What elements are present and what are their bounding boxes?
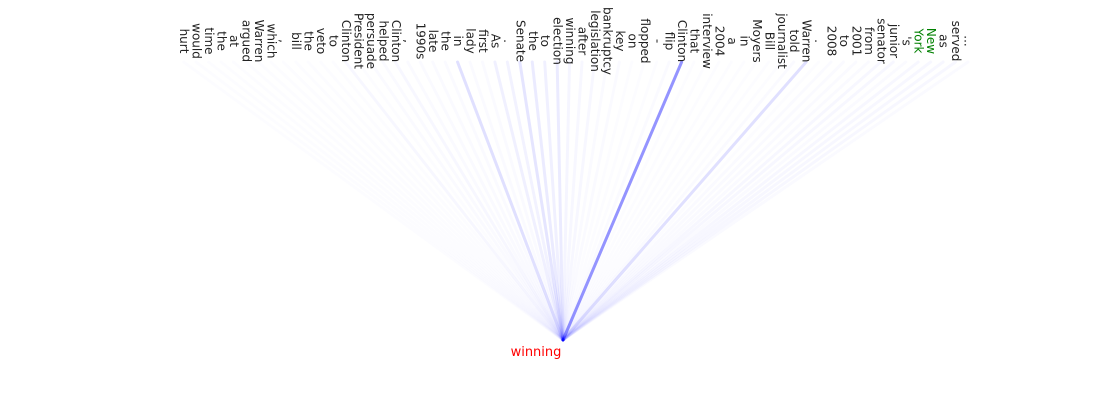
attention-lines (433, 60, 808, 342)
token: hurt (177, 29, 191, 54)
attention-line (456, 60, 565, 342)
token-labels: ...servedasNewYork'sjuniorsenatorfrom200… (177, 7, 975, 75)
token: , (277, 39, 291, 43)
token: legislation (588, 10, 602, 72)
token: argued (239, 20, 253, 62)
token: that (688, 29, 702, 54)
token: as (937, 34, 951, 48)
token: to (837, 35, 851, 47)
token: the (302, 31, 316, 51)
token: lady (464, 28, 478, 53)
token: late (426, 30, 440, 53)
attention-line (543, 60, 565, 342)
attention-line (561, 60, 572, 342)
token: bill (289, 32, 303, 50)
token: journalist (775, 12, 789, 69)
attention-line (530, 60, 565, 342)
token: election (551, 17, 565, 65)
token: winning (563, 18, 577, 65)
token: first (476, 29, 490, 53)
token: York (912, 28, 926, 54)
token: junior (887, 23, 901, 58)
token: . (812, 39, 826, 43)
token: on (625, 34, 639, 49)
token: 2008 (825, 26, 839, 57)
token: helped (376, 21, 390, 62)
token: in (451, 36, 465, 47)
token: the (439, 31, 453, 51)
token: Clinton (389, 20, 403, 62)
token: from (862, 27, 876, 55)
token: in (737, 36, 751, 47)
token: . (501, 39, 515, 43)
token: Moyers (750, 19, 764, 62)
token: a (725, 37, 739, 44)
token: 1990s (414, 23, 428, 60)
token: senator (874, 18, 888, 64)
attention-line (561, 60, 808, 342)
token: As (488, 34, 502, 48)
token: after (576, 27, 590, 55)
attention-line (518, 60, 565, 342)
attention-line (555, 60, 565, 342)
token: Clinton (675, 20, 689, 62)
token: flopped (638, 18, 652, 63)
token: bankruptcy (600, 7, 614, 75)
attention-line (433, 62, 563, 340)
token: at (227, 35, 241, 47)
token: told (787, 30, 801, 53)
token: 2004 (713, 26, 727, 57)
token: Bill (762, 32, 776, 50)
target-token: winning (511, 345, 562, 360)
token: - (650, 39, 664, 43)
token: Clinton (339, 20, 353, 62)
token: Senate (513, 20, 527, 62)
attention-line (505, 60, 565, 342)
token: President (351, 13, 365, 69)
token: veto (314, 28, 328, 55)
token: would (190, 23, 204, 59)
token: New (924, 28, 938, 54)
token: persuade (364, 13, 378, 69)
token: the (526, 31, 540, 51)
token: 2001 (849, 26, 863, 57)
token: which (264, 24, 278, 59)
token: Warren (252, 20, 266, 63)
token: ... (962, 35, 976, 46)
token: to (327, 35, 341, 47)
attention-line (563, 62, 694, 340)
token: to (538, 35, 552, 47)
token: 's (899, 36, 913, 46)
attention-line (561, 60, 684, 342)
token: , (401, 39, 415, 43)
token: the (215, 31, 229, 51)
token: time (202, 27, 216, 54)
token: interview (700, 13, 714, 69)
attention-line (563, 62, 769, 340)
token: Warren (800, 20, 814, 63)
token: served (949, 21, 963, 62)
token: flip (663, 32, 677, 51)
attention-line (493, 60, 565, 342)
token: key (613, 30, 627, 51)
